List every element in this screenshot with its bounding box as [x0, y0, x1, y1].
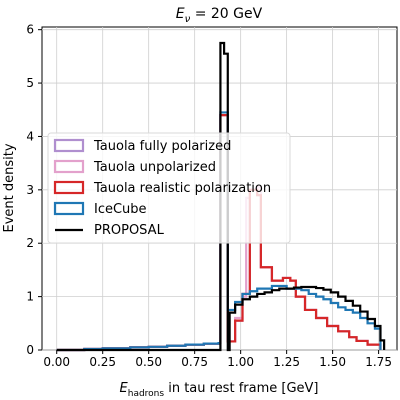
- x-tick-label: 1.00: [227, 355, 254, 369]
- y-axis: 0 1 2 3 4 5 6: [26, 23, 42, 357]
- x-tick-label: 0.50: [135, 355, 162, 369]
- y-tick-label: 5: [26, 76, 34, 90]
- series-line-proposal: [56, 41, 386, 352]
- legend-frame: [47, 132, 291, 244]
- legend-swatch-icecube: [53, 201, 85, 216]
- legend-swatch-tauola-fully-polarized: [53, 138, 85, 153]
- series-line-icecube: [56, 111, 382, 352]
- x-tick-label: 1.75: [365, 355, 392, 369]
- x-tick-label: 1.50: [319, 355, 346, 369]
- x-tick-label: 0.25: [89, 355, 116, 369]
- legend-items: Tauola fully polarized Tauola unpolarized…: [53, 138, 271, 238]
- legend-label-tauola-fully-polarized: Tauola fully polarized: [93, 139, 231, 154]
- y-tick-label: 3: [26, 183, 34, 197]
- y-tick-label: 0: [26, 343, 34, 357]
- x-tick-label: 0.00: [43, 355, 70, 369]
- x-tick-label: 0.75: [181, 355, 208, 369]
- legend-label-proposal: PROPOSAL: [94, 223, 165, 238]
- y-tick-label: 2: [26, 236, 34, 250]
- legend-label-icecube: IceCube: [94, 202, 147, 217]
- legend-swatch-tauola-realistic-polarization: [53, 180, 85, 195]
- legend-label-tauola-unpolarized: Tauola unpolarized: [93, 160, 216, 175]
- legend-swatch-tauola-unpolarized: [53, 159, 85, 174]
- y-tick-label: 4: [26, 129, 34, 143]
- chart-title: Eν = 20 GeV: [176, 6, 263, 25]
- x-tick-label: 1.25: [273, 355, 300, 369]
- x-axis-label: Ehadrons in tau rest frame [GeV]: [120, 381, 319, 399]
- x-axis: 0.00 0.25 0.50 0.75 1.00 1.25 1.50 1.75: [43, 350, 392, 369]
- legend-label-tauola-realistic-polarization: Tauola realistic polarization: [93, 181, 271, 196]
- y-tick-label: 1: [26, 290, 34, 304]
- y-axis-label: Event density: [2, 143, 17, 232]
- y-tick-label: 6: [26, 23, 34, 37]
- legend: Tauola fully polarized Tauola unpolarized…: [47, 132, 291, 244]
